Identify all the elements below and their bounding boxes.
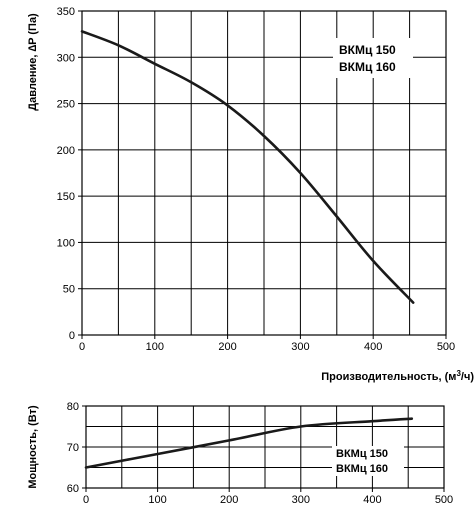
bot-x-tick-label: 0 [83, 494, 89, 506]
top-y-tick-label: 0 [69, 330, 75, 342]
top-y-tick-label: 150 [57, 191, 75, 203]
pressure-y-ticks: 0 50 100 150 200 250 300 350 [57, 6, 82, 342]
top-x-tick-label: 0 [79, 341, 85, 353]
pressure-x-axis-label: Производительность, (м3/ч) [321, 369, 474, 383]
bot-y-tick-label: 80 [67, 401, 79, 413]
pressure-y-axis-label: Давление, ∆P (Па) [27, 13, 39, 111]
top-x-tick-label: 500 [437, 341, 455, 353]
bot-x-tick-label: 500 [435, 494, 453, 506]
bot-y-tick-label: 60 [67, 483, 79, 495]
top-y-tick-label: 350 [57, 6, 75, 18]
pressure-x-ticks: 0 100 200 300 400 500 [79, 335, 455, 353]
bot-x-tick-label: 300 [292, 494, 310, 506]
power-legend-item-1: ВКМц 150 [336, 448, 388, 460]
top-x-tick-label: 400 [364, 341, 382, 353]
power-x-ticks: 0 100 200 300 400 500 [83, 488, 453, 506]
power-legend-item-2: ВКМц 160 [336, 463, 388, 475]
top-y-tick-label: 250 [57, 99, 75, 111]
top-x-tick-label: 100 [146, 341, 164, 353]
power-chart: ВКМц 150 ВКМц 160 0 100 200 300 400 500 60 70 8… [27, 401, 453, 506]
pressure-legend: ВКМц 150 ВКМц 160 [333, 38, 413, 78]
power-y-ticks: 60 70 80 [67, 401, 86, 495]
pressure-legend-item-1: ВКМц 150 [339, 43, 396, 57]
bot-y-tick-label: 70 [67, 442, 79, 454]
bot-x-tick-label: 400 [363, 494, 381, 506]
power-legend-box [332, 446, 404, 476]
power-y-axis-label: Мощность, (Вт) [27, 405, 39, 489]
pressure-chart: ВКМц 150 ВКМц 160 0 100 200 300 400 500 0 50 10… [27, 6, 474, 383]
pressure-legend-box [333, 38, 413, 78]
top-x-tick-label: 200 [218, 341, 236, 353]
top-y-tick-label: 300 [57, 52, 75, 64]
top-y-tick-label: 50 [63, 284, 75, 296]
pressure-curve [80, 30, 415, 304]
power-curve [84, 417, 414, 469]
top-y-tick-label: 200 [57, 145, 75, 157]
bot-x-tick-label: 100 [148, 494, 166, 506]
power-legend: ВКМц 150 ВКМц 160 [332, 446, 404, 476]
pressure-legend-item-2: ВКМц 160 [339, 60, 396, 74]
pressure-plot-frame [81, 10, 447, 336]
bot-x-tick-label: 200 [220, 494, 238, 506]
top-x-tick-label: 300 [291, 341, 309, 353]
top-y-tick-label: 100 [57, 237, 75, 249]
